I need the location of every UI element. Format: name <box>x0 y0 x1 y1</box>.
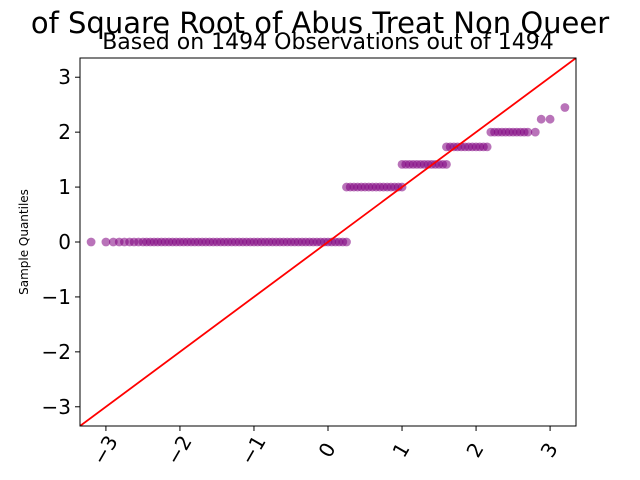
data-point <box>536 114 546 124</box>
data-point <box>545 114 555 124</box>
plot-area <box>80 58 576 426</box>
y-tick-label: −1 <box>42 285 71 309</box>
chart-title: of Square Root of Abus Treat Non Queer <box>31 6 609 40</box>
y-tick-label: 2 <box>58 120 71 144</box>
data-point <box>342 237 351 247</box>
y-tick-label: 3 <box>58 65 71 89</box>
x-tick-label: 3 <box>536 438 563 461</box>
y-tick-label: 1 <box>58 175 71 199</box>
chart-subtitle: Based on 1494 Observations out of 1494 <box>102 30 554 55</box>
data-point <box>442 159 451 169</box>
data-point <box>560 103 570 112</box>
x-tick-label: −3 <box>87 431 123 469</box>
x-tick-label: −2 <box>161 431 197 469</box>
y-tick-label: −2 <box>42 340 71 364</box>
y-tick-label: 0 <box>58 230 71 254</box>
data-point <box>523 127 533 137</box>
x-tick-label: 2 <box>461 438 488 461</box>
x-tick-label: 1 <box>387 438 414 461</box>
y-axis-label: Sample Quantiles <box>17 189 31 295</box>
reference-line <box>80 58 576 426</box>
data-point <box>482 142 492 152</box>
x-axis: −3 −2 −1 0 1 2 3 <box>87 426 563 469</box>
x-tick-label: −1 <box>235 431 271 469</box>
x-tick-label: 0 <box>313 438 340 461</box>
data-point <box>86 237 96 247</box>
data-point <box>101 237 111 247</box>
y-axis: −3 −2 −1 0 1 2 3 <box>42 65 80 419</box>
data-point <box>530 127 540 137</box>
y-tick-label: −3 <box>42 395 71 419</box>
